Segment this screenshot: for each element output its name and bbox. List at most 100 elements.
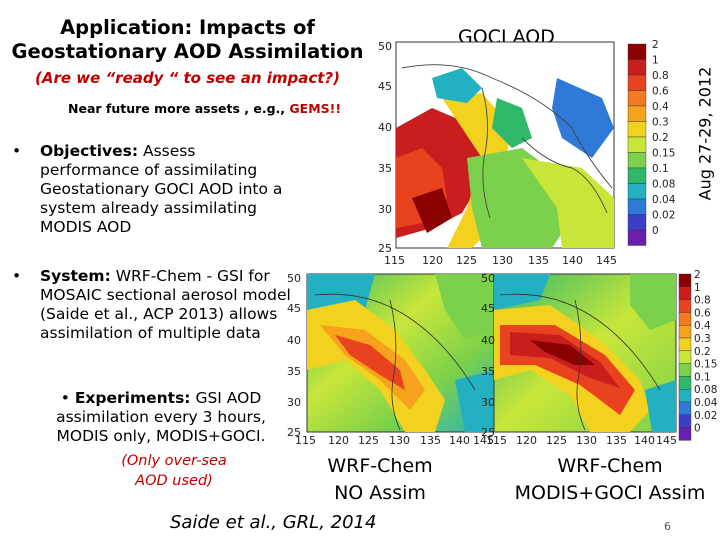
lon-tick: 120 [328, 434, 349, 446]
colorbar-label: 0.02 [694, 410, 717, 422]
colorbar-label: 2 [694, 270, 701, 281]
colorbar-swatch [678, 401, 692, 416]
bullet-symbol: • [12, 142, 22, 160]
bullet-text: Assess performance of assimilating Geost… [40, 142, 283, 236]
lat-tick: 30 [481, 396, 495, 409]
bullet-label: System: [40, 267, 111, 285]
colorbar-swatch [678, 325, 692, 339]
lon-tick: 120 [422, 254, 443, 267]
colorbar-swatch [678, 337, 692, 352]
colorbar-swatch [678, 286, 692, 300]
lon-tick: 115 [295, 434, 316, 446]
colorbar-swatch [627, 59, 647, 76]
bullet-experiments: • Experiments: GSI AOD assimilation ever… [36, 389, 286, 446]
colorbar-label: 0.04 [694, 397, 718, 409]
bullet-label: Experiments: [74, 389, 191, 407]
colorbar-swatch [627, 74, 647, 91]
colorbar-label: 0.08 [694, 384, 717, 396]
citation: Saide et al., GRL, 2014 [170, 512, 377, 533]
colorbar-label: 0.4 [652, 101, 669, 113]
no-assim-caption: WRF-Chem NO Assim [310, 453, 450, 507]
lat-tick: 50 [481, 272, 495, 285]
colorbar-swatch [678, 414, 692, 428]
date-label: Aug 27-29, 2012 [692, 40, 718, 230]
colorbar-swatch [627, 229, 647, 246]
colorbar-swatch [627, 121, 647, 138]
lon-tick: 145 [656, 434, 677, 446]
lat-tick: 40 [481, 334, 495, 347]
colorbar-swatch [627, 152, 647, 169]
near-future-note: Near future more assets , e.g., GEMS!! [68, 101, 341, 116]
slide-title-line2: Geostationary AOD Assimilation [11, 40, 364, 63]
bullet-text: WRF-Chem - GSI for MOSAIC sectional aero… [40, 267, 291, 342]
lat-tick: 45 [378, 80, 392, 93]
lon-tick: 120 [516, 434, 537, 446]
colorbar-label: 0.02 [652, 210, 675, 222]
lon-tick: 125 [358, 434, 379, 446]
colorbar-label: 1 [652, 55, 659, 67]
lat-tick: 45 [481, 302, 495, 315]
lat-tick: 25 [287, 426, 301, 439]
colorbar-label: 0.2 [652, 132, 669, 144]
lat-tick: 40 [378, 121, 392, 134]
slide-title-line1: Application: Impacts of [60, 16, 315, 39]
no-assim-lon-ticks: 115 120 125 130 135 140 145 [295, 434, 494, 446]
lat-tick: 35 [287, 365, 301, 378]
colorbar-swatch [627, 183, 647, 200]
lat-tick: 30 [378, 203, 392, 216]
lon-tick: 135 [420, 434, 441, 446]
caption-line2: NO Assim [334, 482, 426, 504]
bullet-symbol: • [60, 389, 70, 407]
date-range: Aug 27-29, 2012 [695, 66, 715, 201]
colorbar-swatch [627, 167, 647, 184]
colorbar-swatch [678, 376, 692, 390]
colorbar-swatch [627, 90, 647, 107]
near-future-prefix: Near future more assets , e.g., [68, 101, 290, 116]
over-sea-note: (Only over-sea AOD used) [104, 451, 244, 491]
gems-highlight: GEMS!! [289, 101, 342, 116]
goci-aod-map: 50 45 40 35 30 25 115 120 125 130 135 14… [378, 40, 617, 267]
modis-goci-caption: WRF-Chem MODIS+GOCI Assim [505, 453, 715, 507]
colorbar-label: 0.4 [694, 320, 711, 332]
caption-line1: WRF-Chem [327, 455, 433, 477]
bullet-text: GSI AOD assimilation every 3 hours, MODI… [56, 389, 266, 445]
colorbar-swatch [627, 43, 647, 60]
colorbar-label: 0 [694, 423, 701, 435]
colorbar-label: 0.1 [694, 371, 711, 383]
colorbar-swatch [678, 312, 692, 326]
colorbar-swatch [678, 363, 692, 377]
colorbar-swatch [627, 105, 647, 122]
colorbar-label: 0.1 [652, 163, 669, 175]
note-line2: AOD used) [135, 473, 213, 489]
colorbar-swatch [678, 273, 692, 288]
colorbar-swatch [678, 350, 692, 364]
goci-lon-ticks: 115 120 125 130 135 140 145 [384, 254, 617, 267]
colorbar-swatch [627, 198, 647, 215]
lon-tick: 145 [596, 254, 617, 267]
lon-tick: 140 [562, 254, 583, 267]
colorbar-label: 0.6 [694, 307, 711, 319]
lon-tick: 130 [389, 434, 410, 446]
colorbar-label: 2 [652, 40, 659, 51]
slide-subtitle: (Are we “ready “ to see an impact?) [35, 69, 340, 87]
wrfchem-modis-goci-map: 50 45 40 35 30 25 115 120 125 130 135 14… [481, 272, 677, 446]
goci-lat-ticks: 50 45 40 35 30 25 [378, 40, 392, 255]
goci-colorbar: 2 1 0.8 0.6 0.4 0.3 0.2 0.15 0.1 0.08 0.04 0.02 0 [627, 40, 676, 246]
caption-line2: MODIS+GOCI Assim [514, 482, 706, 504]
bullet-symbol: • [12, 267, 22, 285]
bullet-system: • System: WRF-Chem - GSI for MOSAIC sect… [12, 267, 302, 343]
lon-tick: 140 [449, 434, 470, 446]
lon-tick: 115 [486, 434, 507, 446]
modis-goci-lat-ticks: 50 45 40 35 30 25 [481, 272, 495, 439]
colorbar-label: 0.15 [694, 359, 717, 371]
bullet-label: Objectives: [40, 142, 139, 160]
colorbar-swatch [678, 427, 692, 441]
modis-goci-lon-ticks: 115 120 125 130 135 140 145 [486, 434, 677, 446]
lat-tick: 50 [378, 40, 392, 53]
lat-tick: 25 [378, 242, 392, 255]
lon-tick: 125 [546, 434, 567, 446]
bullet-objectives: • Objectives: Assess performance of assi… [12, 142, 297, 237]
lat-tick: 30 [287, 396, 301, 409]
caption-line1: WRF-Chem [557, 455, 663, 477]
wrfchem-colorbar: 210.80.60.40.30.20.150.10.080.040.020 [678, 270, 718, 441]
